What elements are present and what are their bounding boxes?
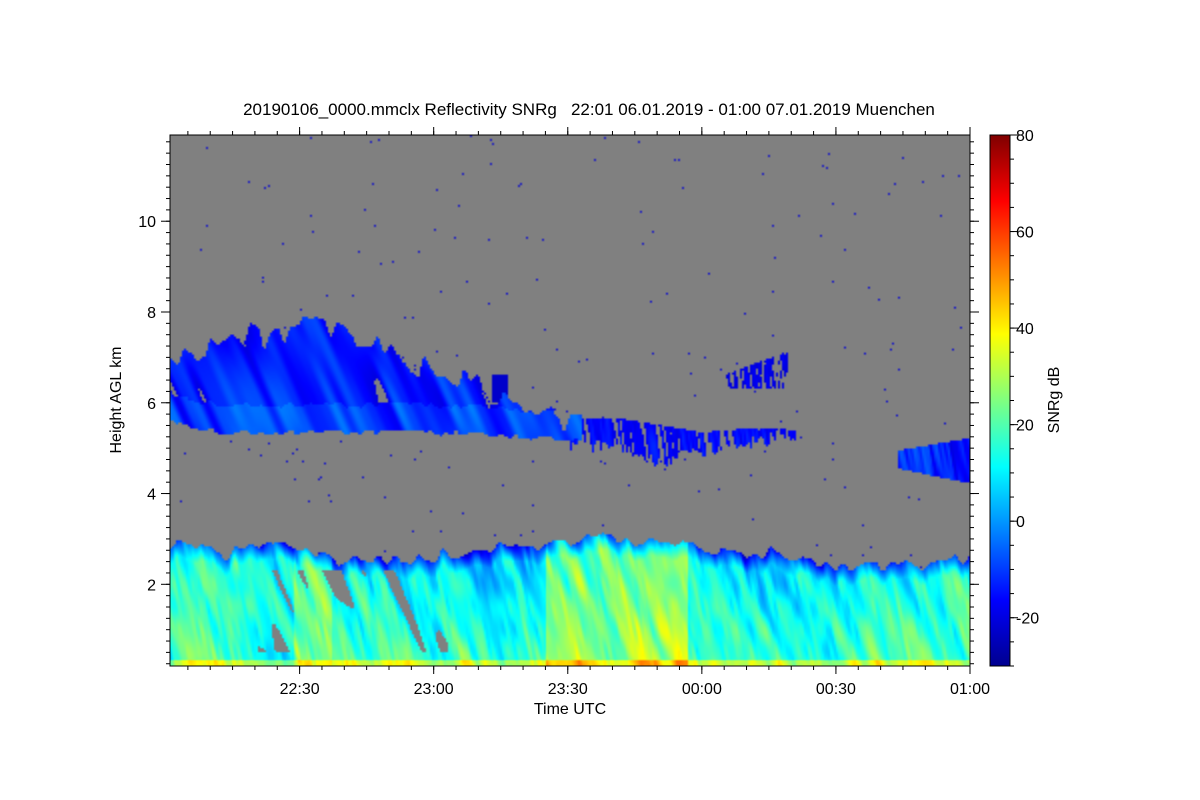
y-tick-label: 4	[147, 487, 156, 504]
colorbar-tick-label: 80	[1016, 128, 1034, 145]
chart-title: 20190106_0000.mmclx Reflectivity SNRg 22…	[243, 100, 935, 119]
colorbar-tick-label: 40	[1016, 321, 1034, 338]
x-tick-label: 23:30	[548, 681, 588, 698]
colorbar-tick-label: -20	[1016, 611, 1039, 628]
colorbar-label: SNRg dB	[1046, 367, 1063, 434]
y-tick-label: 8	[147, 305, 156, 322]
y-axis-label: Height AGL km	[108, 346, 125, 453]
colorbar-axis: -20 0 20 40 60 80	[1010, 128, 1039, 667]
x-tick-label: 00:30	[816, 681, 856, 698]
y-tick-label: 6	[147, 396, 156, 413]
x-tick-label: 00:00	[682, 681, 722, 698]
colorbar-tick-label: 0	[1016, 514, 1025, 531]
x-axis: 22:30 23:00 23:30 00:00 00:30 01:00	[187, 127, 990, 698]
y-tick-label: 10	[138, 214, 156, 231]
colorbar-tick-label: 20	[1016, 418, 1034, 435]
x-axis-label: Time UTC	[534, 701, 606, 718]
x-tick-label: 22:30	[280, 681, 320, 698]
colorbar-tick-label: 60	[1016, 225, 1034, 242]
colorbar	[989, 134, 1011, 667]
y-axis: 2 4 6 8 10	[138, 141, 979, 665]
x-tick-label: 23:00	[414, 681, 454, 698]
radar-echo-image	[170, 135, 970, 666]
x-tick-label: 01:00	[950, 681, 990, 698]
plot-frame	[169, 134, 971, 667]
y-tick-label: 2	[147, 577, 156, 594]
